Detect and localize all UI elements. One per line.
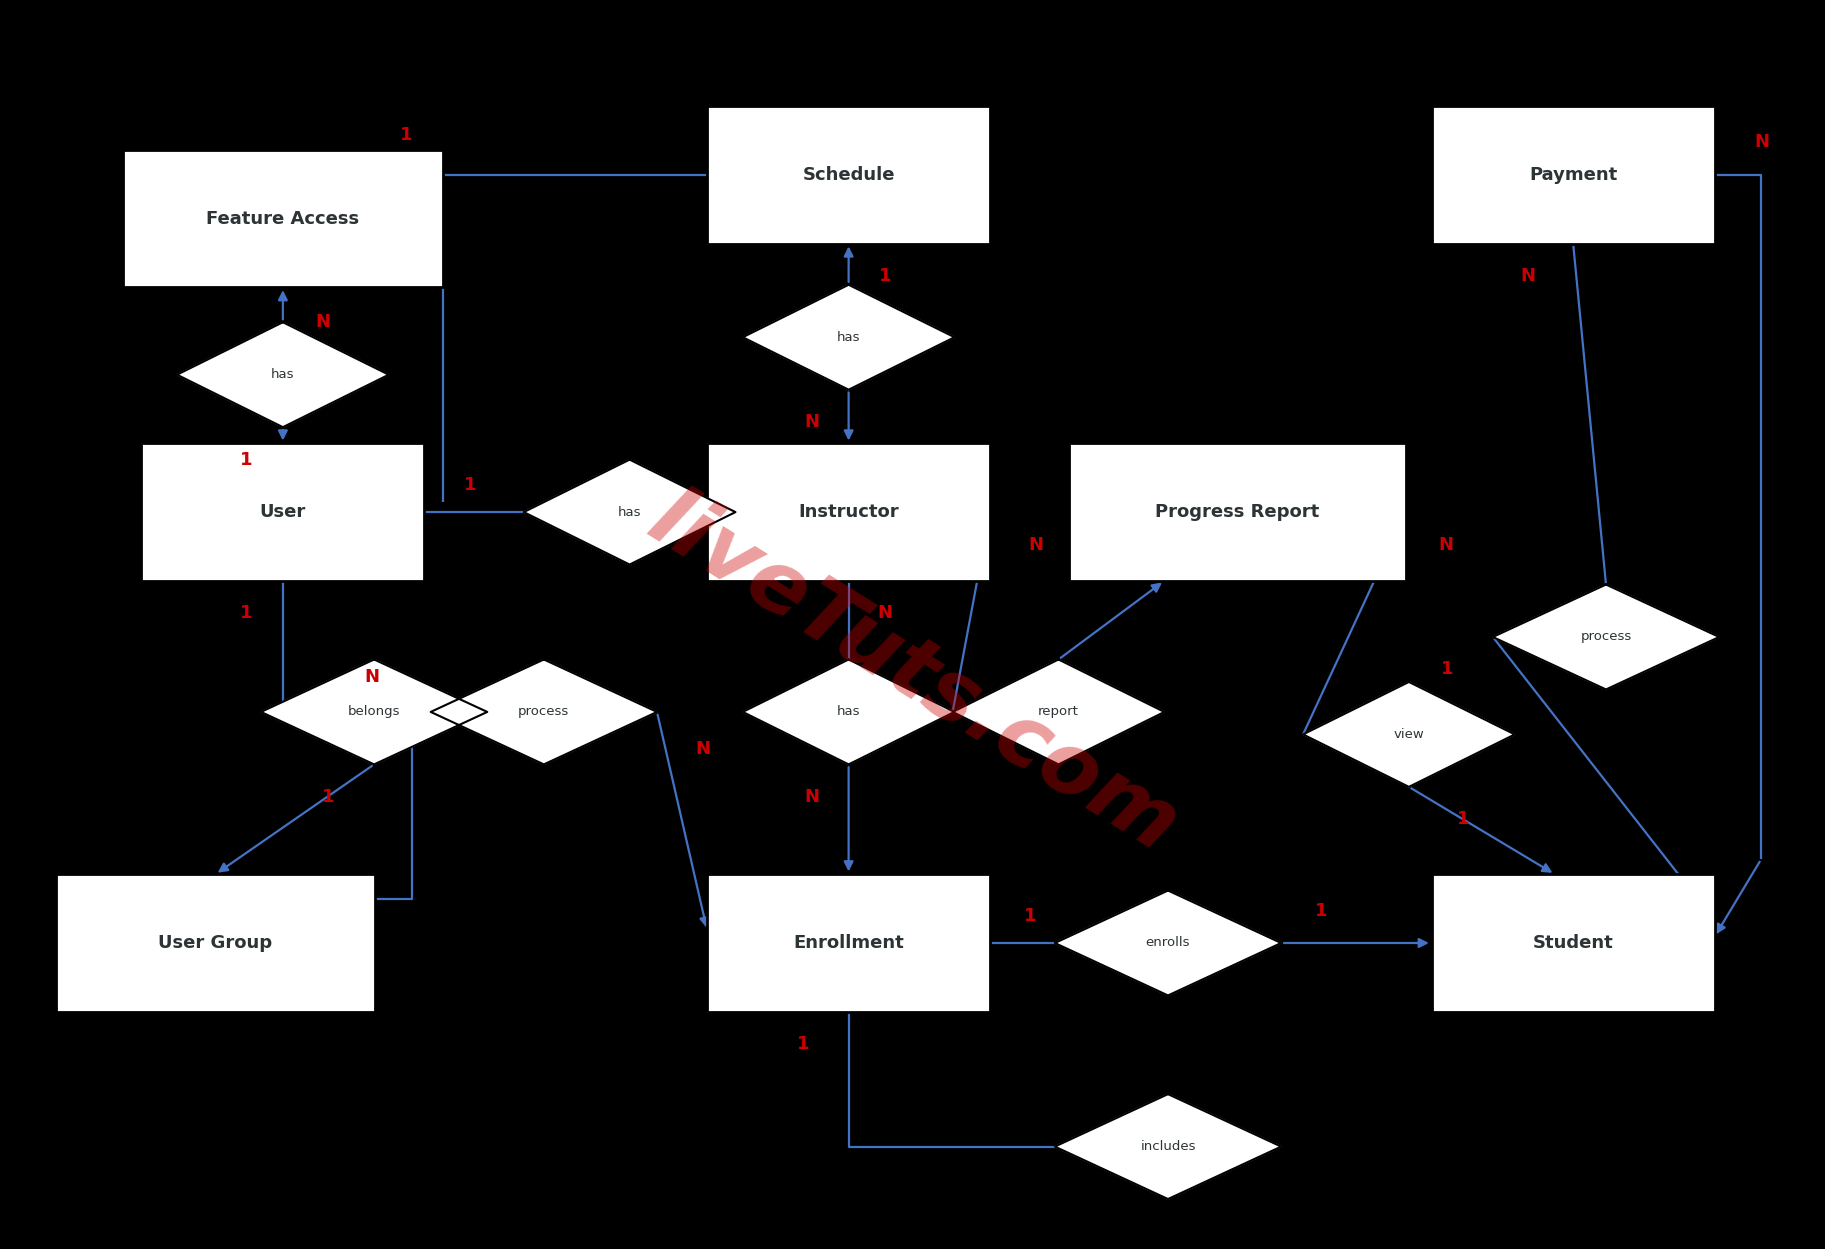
FancyBboxPatch shape	[706, 874, 989, 1012]
Text: N: N	[695, 741, 710, 758]
Polygon shape	[261, 659, 487, 764]
FancyBboxPatch shape	[142, 443, 423, 581]
Polygon shape	[743, 285, 954, 390]
Text: Enrollment: Enrollment	[794, 934, 903, 952]
Text: 1: 1	[1024, 907, 1037, 924]
Text: 1: 1	[1442, 661, 1453, 678]
Text: N: N	[805, 413, 819, 431]
Polygon shape	[524, 460, 735, 565]
Text: enrolls: enrolls	[1146, 937, 1190, 949]
Text: belongs: belongs	[349, 706, 400, 718]
FancyBboxPatch shape	[57, 874, 374, 1012]
Text: 1: 1	[798, 1035, 808, 1053]
Text: N: N	[878, 605, 892, 622]
Text: User: User	[259, 503, 307, 521]
Text: 1: 1	[1316, 902, 1327, 919]
Text: Payment: Payment	[1529, 166, 1617, 184]
Text: report: report	[1038, 706, 1079, 718]
Text: 1: 1	[400, 126, 412, 144]
Text: 1: 1	[1458, 811, 1469, 828]
Text: has: has	[838, 331, 860, 343]
FancyBboxPatch shape	[1431, 874, 1715, 1012]
Text: N: N	[805, 788, 819, 806]
Polygon shape	[1303, 682, 1515, 787]
Polygon shape	[1493, 585, 1719, 689]
Text: 1: 1	[323, 788, 334, 806]
Polygon shape	[743, 659, 954, 764]
FancyBboxPatch shape	[124, 150, 442, 287]
Polygon shape	[1055, 1094, 1281, 1199]
Text: Feature Access: Feature Access	[206, 210, 360, 227]
FancyBboxPatch shape	[706, 106, 989, 244]
Text: has: has	[619, 506, 641, 518]
Text: process: process	[518, 706, 569, 718]
Polygon shape	[1055, 891, 1281, 995]
Polygon shape	[177, 322, 389, 427]
Text: includes: includes	[1141, 1140, 1195, 1153]
Text: liveTuts.com: liveTuts.com	[633, 478, 1192, 871]
Text: Instructor: Instructor	[798, 503, 900, 521]
Polygon shape	[953, 659, 1164, 764]
Text: 1: 1	[880, 267, 891, 285]
FancyBboxPatch shape	[706, 443, 989, 581]
Text: process: process	[1580, 631, 1632, 643]
Polygon shape	[431, 659, 657, 764]
Text: 1: 1	[464, 476, 476, 493]
Text: 1: 1	[241, 451, 252, 468]
Text: N: N	[365, 668, 380, 686]
Text: Progress Report: Progress Report	[1155, 503, 1319, 521]
Text: N: N	[316, 313, 330, 331]
Text: view: view	[1394, 728, 1424, 741]
FancyBboxPatch shape	[1069, 443, 1405, 581]
Text: Student: Student	[1533, 934, 1613, 952]
Text: Schedule: Schedule	[803, 166, 894, 184]
Text: N: N	[1438, 536, 1455, 553]
Text: has: has	[272, 368, 294, 381]
Text: N: N	[1027, 536, 1044, 553]
Text: N: N	[1754, 134, 1770, 151]
Text: N: N	[1520, 267, 1535, 285]
FancyBboxPatch shape	[1431, 106, 1715, 244]
Text: has: has	[838, 706, 860, 718]
Text: User Group: User Group	[159, 934, 272, 952]
Text: 1: 1	[241, 605, 252, 622]
